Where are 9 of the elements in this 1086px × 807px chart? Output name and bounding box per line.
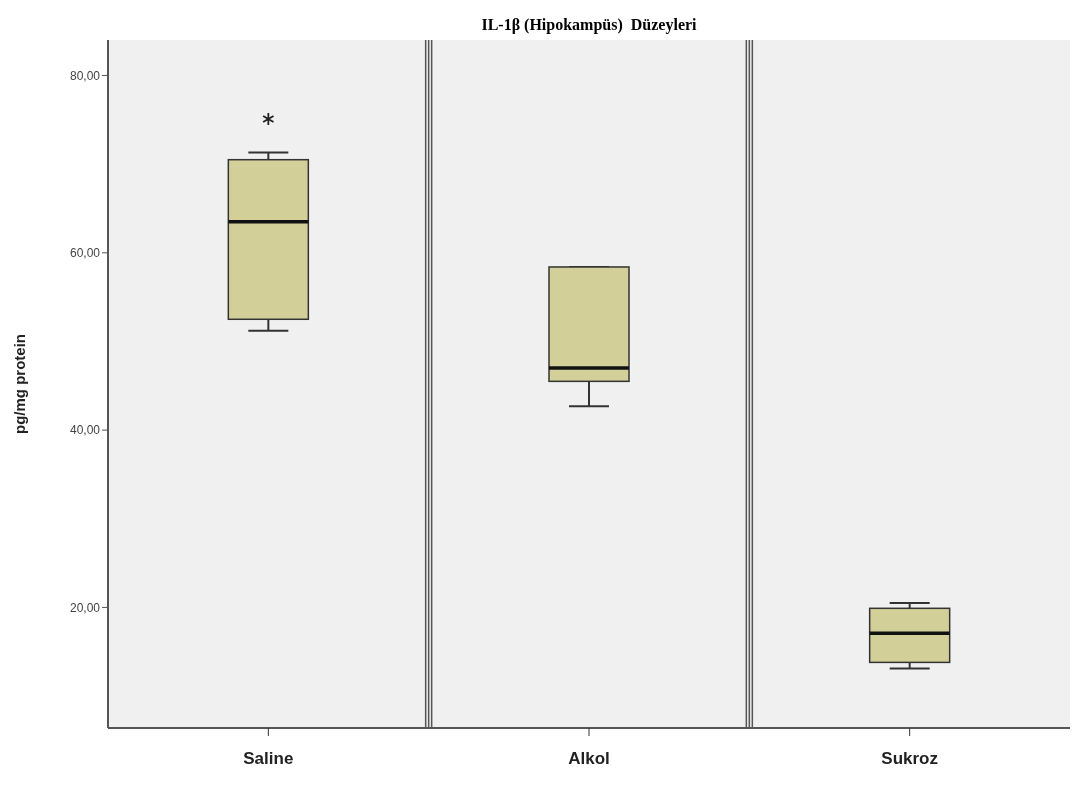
- y-tick-label: 80,00: [69, 68, 101, 83]
- y-tick-label: 60,00: [69, 246, 101, 261]
- x-tick-label: Alkol: [568, 749, 610, 769]
- y-tick-label: 40,00: [69, 423, 101, 438]
- chart-title: IL-1β (Hipokampüs) Düzeyleri: [480, 16, 698, 34]
- x-tick-label: Sukroz: [881, 749, 939, 769]
- y-axis-title: pg/mg protein: [11, 334, 29, 434]
- x-tick-label: Saline: [243, 749, 294, 769]
- y-tick-label: 20,00: [69, 600, 101, 615]
